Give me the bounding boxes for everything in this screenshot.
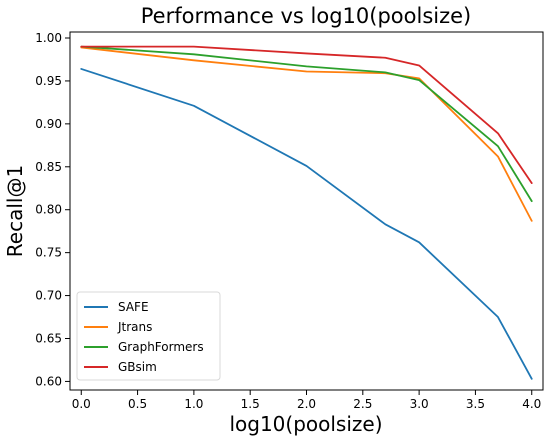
x-tick-label: 0.5 [128, 397, 147, 411]
x-axis-ticks: 0.0 0.5 1.0 1.5 2.0 2.5 3.0 3.5 4.0 [72, 390, 541, 411]
y-tick-label: 0.70 [35, 289, 62, 303]
x-tick-label: 2.0 [297, 397, 316, 411]
x-axis-label: log10(poolsize) [229, 412, 382, 436]
y-axis-label: Recall@1 [3, 165, 27, 257]
legend-item-jtrans: Jtrans [84, 320, 152, 334]
legend-item-gbsim: GBsim [84, 360, 157, 374]
series-line-jtrans [80, 46, 533, 222]
y-tick-label: 0.90 [35, 117, 62, 131]
series-lines [80, 45, 533, 380]
chart-title: Performance vs log10(poolsize) [141, 4, 472, 28]
plot-area-frame [69, 31, 544, 391]
x-tick-label: 0.0 [72, 397, 91, 411]
y-tick-label: 0.65 [35, 331, 62, 345]
y-tick-label: 0.80 [35, 203, 62, 217]
y-tick-label: 0.75 [35, 246, 62, 260]
y-tick-label: 0.85 [35, 160, 62, 174]
x-tick-label: 2.5 [353, 397, 372, 411]
series-line-graphformers [80, 45, 533, 203]
x-tick-label: 4.0 [522, 397, 541, 411]
y-tick-label: 1.00 [35, 31, 62, 45]
y-tick-label: 0.60 [35, 374, 62, 388]
y-tick-label: 0.95 [35, 74, 62, 88]
x-tick-label: 3.0 [410, 397, 429, 411]
legend-label: GraphFormers [118, 340, 204, 354]
legend-label: GBsim [118, 360, 157, 374]
legend-box [76, 291, 221, 381]
x-tick-label: 3.5 [466, 397, 485, 411]
legend-label: SAFE [118, 300, 149, 314]
series-line-safe [80, 68, 533, 380]
x-tick-label: 1.5 [241, 397, 260, 411]
x-tick-label: 1.0 [184, 397, 203, 411]
y-axis-ticks: 0.60 0.65 0.70 0.75 0.80 0.85 0.90 0.95 1.00 [35, 31, 70, 388]
legend: SAFE Jtrans GraphFormers GBsim [76, 291, 221, 381]
legend-item-safe: SAFE [84, 300, 149, 314]
legend-items: SAFE Jtrans GraphFormers GBsim [84, 300, 204, 374]
series-line-gbsim [80, 45, 533, 185]
legend-item-graphformers: GraphFormers [84, 340, 204, 354]
legend-label: Jtrans [117, 320, 152, 334]
